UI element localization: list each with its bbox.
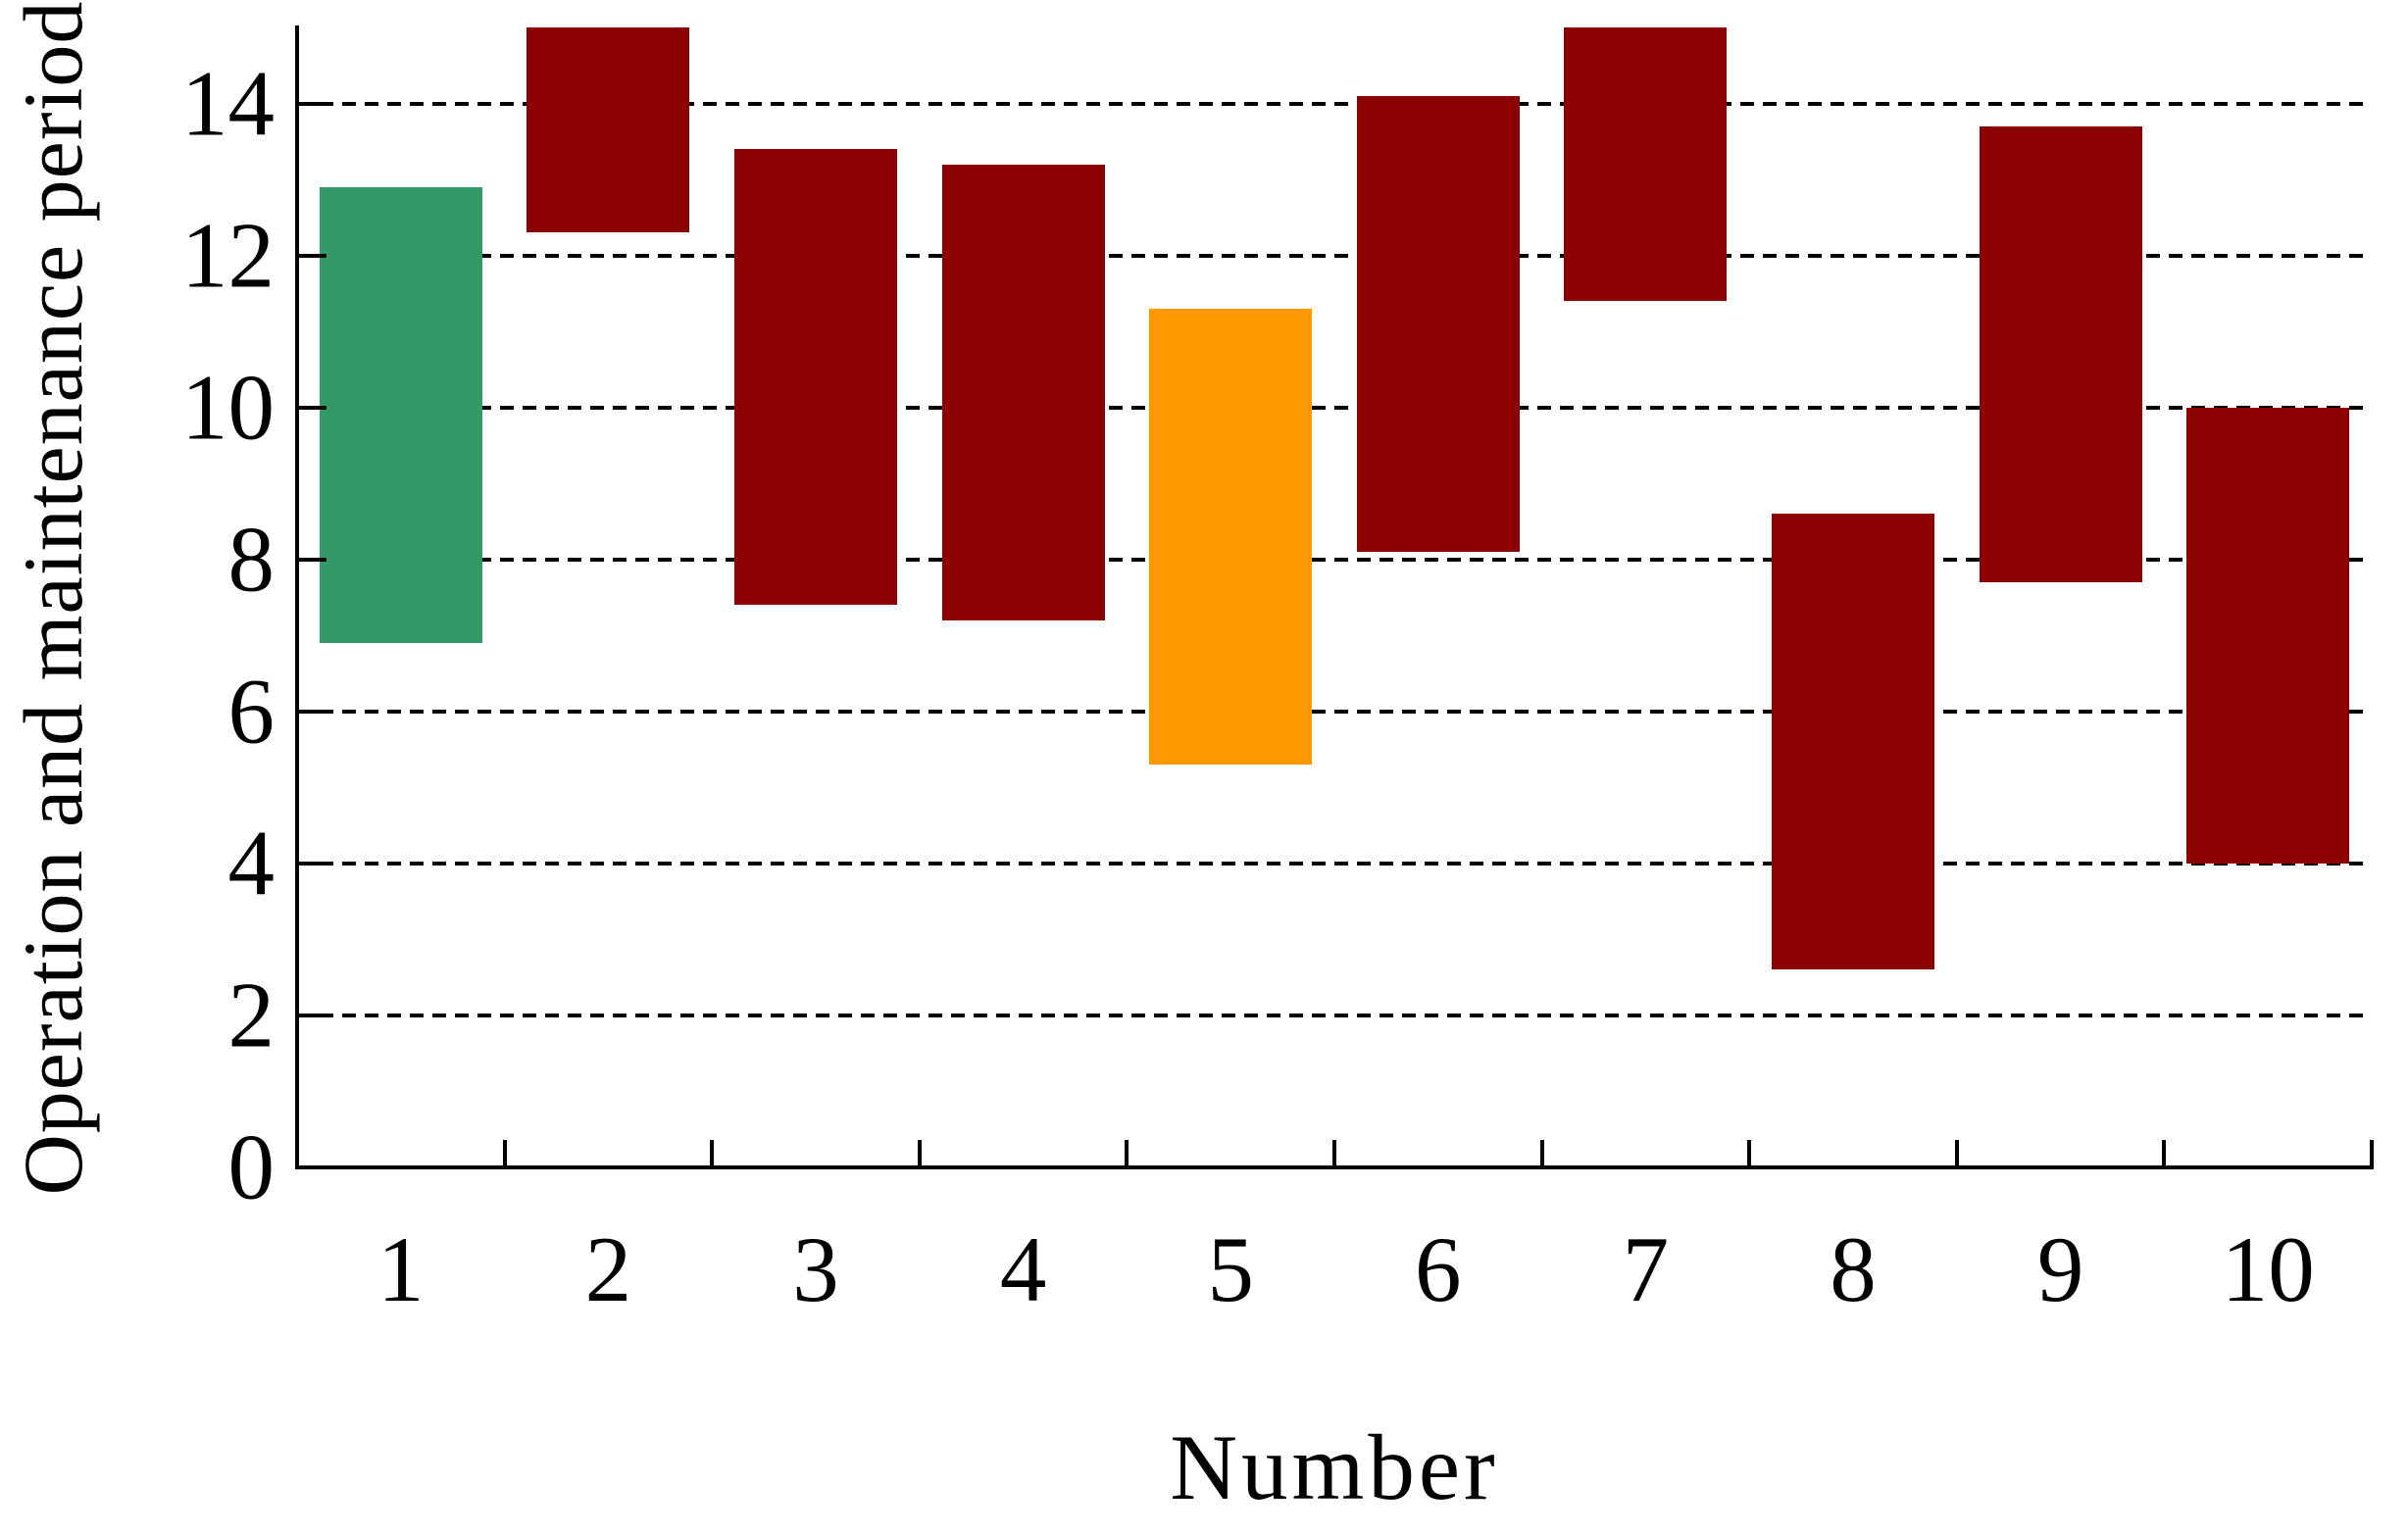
y-tick-mark-10 [297,405,326,410]
bar-3 [734,149,897,606]
x-tick-mark-5 [1332,1140,1336,1167]
x-tick-label-1: 1 [377,1217,425,1321]
bar-2 [527,27,690,233]
x-tick-label-2: 2 [584,1217,632,1321]
y-tick-mark-8 [297,557,326,562]
y-tick-label-4: 4 [227,811,276,915]
x-tick-mark-9 [2162,1140,2167,1167]
bar-1 [319,186,482,643]
bar-8 [1772,514,1934,970]
x-tick-label-9: 9 [2036,1217,2084,1321]
y-tick-mark-4 [297,861,326,866]
x-tick-mark-8 [1954,1140,1959,1167]
gridline-y-8 [297,557,2372,562]
bar-10 [2186,407,2350,864]
bar-4 [941,164,1105,620]
x-tick-label-7: 7 [1622,1217,1670,1321]
y-tick-label-14: 14 [181,51,275,156]
x-tick-label-6: 6 [1415,1217,1462,1321]
plot-area [297,27,2374,1167]
y-tick-label-8: 8 [227,507,276,612]
x-tick-mark-1 [502,1140,507,1167]
x-tick-label-8: 8 [1830,1217,1877,1321]
x-tick-label-3: 3 [792,1217,839,1321]
y-tick-label-10: 10 [181,355,275,460]
bar-5 [1149,308,1313,766]
x-axis-title: Number [1170,1415,1499,1519]
y-tick-label-2: 2 [227,963,276,1067]
x-tick-label-10: 10 [2221,1217,2315,1321]
x-tick-label-5: 5 [1207,1217,1254,1321]
gridline-y-10 [297,405,2372,410]
x-tick-mark-3 [917,1140,922,1167]
gridline-y-6 [297,709,2372,714]
gridline-y-14 [297,101,2372,106]
gridline-y-4 [297,861,2372,866]
y-tick-mark-14 [297,101,326,106]
y-tick-mark-6 [297,709,326,714]
bar-7 [1564,27,1728,302]
x-tick-mark-4 [1125,1140,1129,1167]
x-tick-mark-7 [1747,1140,1752,1167]
bar-6 [1356,95,1520,552]
x-tick-mark-10 [2370,1140,2374,1167]
x-tick-label-4: 4 [999,1217,1047,1321]
y-tick-mark-12 [297,253,326,258]
y-tick-label-12: 12 [181,203,275,308]
y-tick-label-6: 6 [227,659,276,764]
gridline-y-12 [297,253,2372,258]
y-axis-line [295,25,299,1169]
y-tick-label-0: 0 [227,1114,276,1219]
x-tick-mark-6 [1539,1140,1544,1167]
y-tick-mark-2 [297,1013,326,1017]
gridline-y-2 [297,1013,2372,1017]
x-axis-line [295,1165,2374,1169]
x-tick-mark-2 [710,1140,715,1167]
bar-9 [1979,125,2142,582]
